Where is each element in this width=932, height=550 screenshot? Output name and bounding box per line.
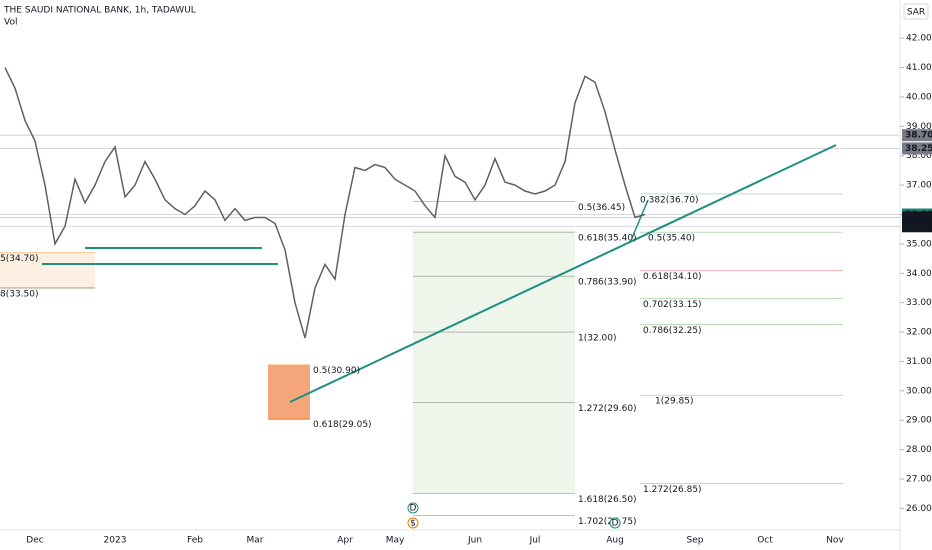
y-tick-label: 41.00 — [906, 63, 932, 73]
y-tick-label: 37.00 — [906, 181, 932, 191]
fib-label: 0.5(35.40) — [648, 234, 695, 244]
x-tick-label: Nov — [826, 536, 844, 546]
x-tick-label: Jun — [467, 536, 482, 546]
price-box-label: 38.25 — [905, 144, 932, 154]
event-marker-label: D — [410, 504, 417, 514]
event-marker-label: $ — [410, 519, 416, 529]
event-marker — [407, 517, 419, 529]
chart-title: THE SAUDI NATIONAL BANK, 1h, TADAWUL — [3, 6, 196, 16]
x-tick-label: May — [386, 536, 405, 546]
event-marker — [609, 517, 621, 529]
volume-label: Vol — [4, 18, 17, 28]
y-tick-label: 40.00 — [906, 92, 932, 102]
target-box — [268, 365, 310, 420]
currency-box[interactable] — [903, 3, 929, 20]
event-marker — [407, 502, 419, 514]
fib-label: 5(34.70) — [0, 254, 39, 264]
x-tick-label: Oct — [757, 536, 773, 546]
fib-label: 1.272(29.60) — [578, 404, 637, 414]
projection-line — [631, 199, 649, 239]
fib-label: 0.382(36.70) — [640, 195, 699, 205]
y-tick-label: 34.00 — [906, 269, 932, 279]
fib-label: 0.786(33.90) — [578, 278, 637, 288]
trend-line — [289, 144, 837, 403]
y-tick-label: 27.00 — [906, 474, 932, 484]
y-tick-label: 42.00 — [906, 34, 932, 44]
fib-label: 0.5(30.90) — [313, 366, 360, 376]
x-tick-label: 2023 — [104, 536, 127, 546]
y-tick-label: 38.00 — [906, 151, 932, 161]
fib-label: 0.5(36.45) — [578, 203, 625, 213]
price-line-series — [4, 67, 646, 339]
y-tick-label: 28.00 — [906, 445, 932, 455]
y-tick-label: 35.00 — [906, 239, 932, 249]
fib-label: 1.272(26.85) — [643, 485, 702, 495]
x-tick-label: Jul — [529, 536, 541, 546]
price-box-label: 38.70 — [905, 131, 932, 141]
y-tick-label: 30.00 — [906, 386, 932, 396]
fib-label: 0.786(32.25) — [643, 326, 702, 336]
fib-label: 1(29.85) — [655, 397, 694, 407]
x-tick-label: Apr — [337, 536, 353, 546]
y-tick-label: 39.00 — [906, 122, 932, 132]
price-box — [902, 142, 932, 155]
price-box-label: 35.90 — [905, 213, 932, 223]
currency[interactable]: SAR — [907, 8, 925, 18]
price-box — [902, 220, 932, 233]
y-tick-label: 26.00 — [906, 504, 932, 514]
y-tick-label: 29.00 — [906, 416, 932, 426]
y-tick-label: 31.00 — [906, 357, 932, 367]
fib-label: 0.702(33.15) — [643, 300, 702, 310]
y-tick-label: 32.00 — [906, 328, 932, 338]
x-tick-label: Dec — [26, 536, 43, 546]
event-marker-label: D — [612, 519, 619, 529]
y-tick-label: 33.00 — [906, 298, 932, 308]
zone-box — [0, 253, 95, 289]
fib-label: 1.702(25.75) — [578, 517, 637, 527]
x-tick-label: Sep — [687, 536, 704, 546]
fib-label: 0.618(29.05) — [313, 420, 372, 430]
fib-label: 1(32.00) — [578, 334, 617, 344]
x-tick-label: Aug — [606, 536, 624, 546]
price-box-label: 35.60 — [905, 222, 932, 232]
fib-label: 0.618(35.40) — [578, 234, 637, 244]
x-tick-label: Feb — [187, 536, 203, 546]
fib-label: 1.618(26.50) — [578, 495, 637, 505]
price-box — [902, 129, 932, 142]
fib-label: 8(33.50) — [0, 289, 39, 299]
fib-label: 0.618(34.10) — [643, 272, 702, 282]
fib-zone — [413, 230, 575, 493]
x-tick-label: Mar — [247, 536, 264, 546]
